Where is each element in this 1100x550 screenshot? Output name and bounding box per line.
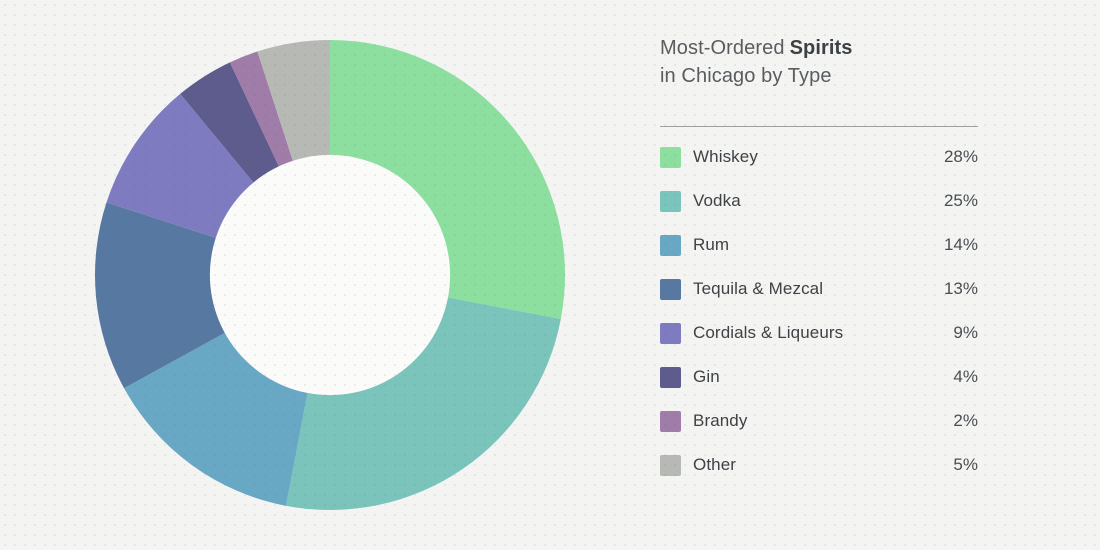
legend-item-tequila-mezcal: Tequila & Mezcal 13% [660, 278, 978, 300]
legend-label: Vodka [693, 191, 741, 210]
legend-item-vodka: Vodka 25% [660, 190, 978, 212]
chart-title: Most-Ordered Spirits in Chicago by Type [660, 34, 978, 90]
legend-value: 9% [953, 323, 978, 342]
donut-chart [95, 40, 565, 510]
legend-item-other: Other 5% [660, 454, 978, 476]
legend-label: Whiskey [693, 147, 758, 166]
title-highlight: Spirits [789, 37, 853, 59]
legend-label: Cordials & Liqueurs [693, 323, 844, 342]
legend-item-rum: Rum 14% [660, 234, 978, 256]
legend-label: Rum [693, 235, 730, 254]
legend-item-gin: Gin 4% [660, 366, 978, 388]
legend-swatch-whiskey [660, 146, 681, 168]
legend-swatch-vodka [660, 190, 681, 212]
legend-label: Other [693, 455, 737, 474]
title-line1: Most-Ordered Spirits [660, 34, 978, 62]
legend-panel: Most-Ordered Spirits in Chicago by Type W… [660, 34, 978, 476]
legend-swatch-tequila-mezcal [660, 278, 681, 300]
legend-item-cordials-liqueurs: Cordials & Liqueurs 9% [660, 322, 978, 344]
legend-value: 13% [943, 279, 978, 298]
legend-value: 4% [953, 367, 978, 386]
legend-value: 5% [953, 455, 978, 474]
legend-value: 14% [943, 235, 978, 254]
legend-label: Tequila & Mezcal [693, 279, 824, 298]
legend-swatch-other [660, 454, 681, 476]
legend-label: Gin [693, 367, 720, 386]
legend-label: Brandy [693, 411, 748, 430]
divider [660, 126, 978, 127]
title-prefix: Most-Ordered [660, 37, 785, 59]
legend-value: 2% [953, 411, 978, 430]
legend-swatch-gin [660, 366, 681, 388]
legend: Whiskey 28% Vodka 25% Rum 14% Tequila & Mezcal… [660, 146, 978, 476]
legend-swatch-rum [660, 234, 681, 256]
legend-item-brandy: Brandy 2% [660, 410, 978, 432]
legend-item-whiskey: Whiskey 28% [660, 146, 978, 168]
legend-value: 25% [943, 191, 978, 210]
title-line2: in Chicago by Type [660, 65, 832, 87]
legend-value: 28% [943, 147, 978, 166]
legend-swatch-cordials-liqueurs [660, 322, 681, 344]
legend-swatch-brandy [660, 410, 681, 432]
donut-hole [209, 154, 451, 396]
